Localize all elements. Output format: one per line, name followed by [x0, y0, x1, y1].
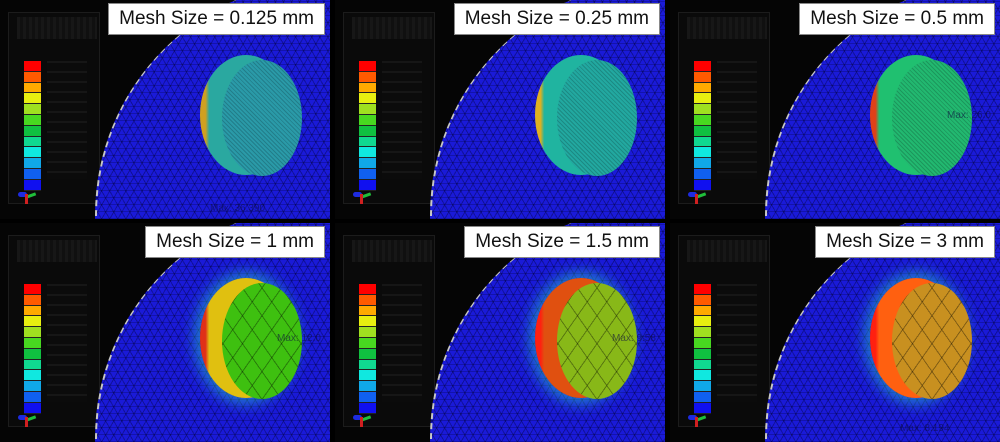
- contour-legend: [343, 12, 435, 204]
- max-annotation: Max: 8.194: [900, 423, 950, 434]
- legend-values: [717, 61, 757, 179]
- axis-triad-icon: [349, 190, 373, 204]
- contour-legend: [8, 12, 100, 204]
- max-annotation: Max: 12.0: [277, 333, 321, 344]
- color-bar: [359, 284, 376, 414]
- mesh-size-label: Mesh Size = 0.125 mm: [108, 3, 325, 35]
- panel-mesh-05: Max: 26.0 Mesh Size = 0.5 mm: [670, 0, 1000, 219]
- legend-title: [352, 17, 432, 39]
- color-bar: [694, 284, 711, 414]
- color-bar: [694, 61, 711, 191]
- legend-title: [352, 240, 432, 262]
- max-annotation: Max: 26.0: [947, 110, 991, 121]
- contour-legend: [343, 235, 435, 427]
- contour-legend: [8, 235, 100, 427]
- cylinder-face: [222, 283, 302, 399]
- legend-title: [687, 240, 767, 262]
- legend-title: [17, 240, 97, 262]
- mesh-size-label: Mesh Size = 1.5 mm: [464, 226, 660, 258]
- panel-mesh-1: Max: 12.0 Mesh Size = 1 mm: [0, 223, 330, 442]
- legend-values: [382, 284, 422, 402]
- legend-title: [17, 17, 97, 39]
- axis-triad-icon: [684, 190, 708, 204]
- color-bar: [24, 284, 41, 414]
- cylinder-face: [222, 60, 302, 176]
- mesh-size-label: Mesh Size = 3 mm: [815, 226, 995, 258]
- cylinder-face: [557, 283, 637, 399]
- contour-legend: [678, 12, 770, 204]
- panel-mesh-0125: Max: 36.390 Mesh Size = 0.125 mm: [0, 0, 330, 219]
- cylinder-face: [557, 60, 637, 176]
- legend-values: [47, 284, 87, 402]
- legend-values: [47, 61, 87, 179]
- cylinder-face: [892, 283, 972, 399]
- color-bar: [24, 61, 41, 191]
- mesh-size-label: Mesh Size = 1 mm: [145, 226, 325, 258]
- max-annotation: Max: 36.390: [210, 203, 266, 214]
- mesh-size-label: Mesh Size = 0.25 mm: [453, 3, 660, 35]
- contour-legend: [678, 235, 770, 427]
- axis-triad-icon: [14, 413, 38, 427]
- panel-mesh-3: Max: 8.194 Mesh Size = 3 mm: [670, 223, 1000, 442]
- legend-values: [717, 284, 757, 402]
- axis-triad-icon: [684, 413, 708, 427]
- mesh-size-label: Mesh Size = 0.5 mm: [799, 3, 995, 35]
- axis-triad-icon: [349, 413, 373, 427]
- cylinder-face: [892, 60, 972, 176]
- color-bar: [359, 61, 376, 191]
- max-annotation: Max: 9.58: [612, 333, 656, 344]
- panel-mesh-025: Mesh Size = 0.25 mm: [335, 0, 665, 219]
- axis-triad-icon: [14, 190, 38, 204]
- panel-mesh-15: Max: 9.58 Mesh Size = 1.5 mm: [335, 223, 665, 442]
- legend-title: [687, 17, 767, 39]
- legend-values: [382, 61, 422, 179]
